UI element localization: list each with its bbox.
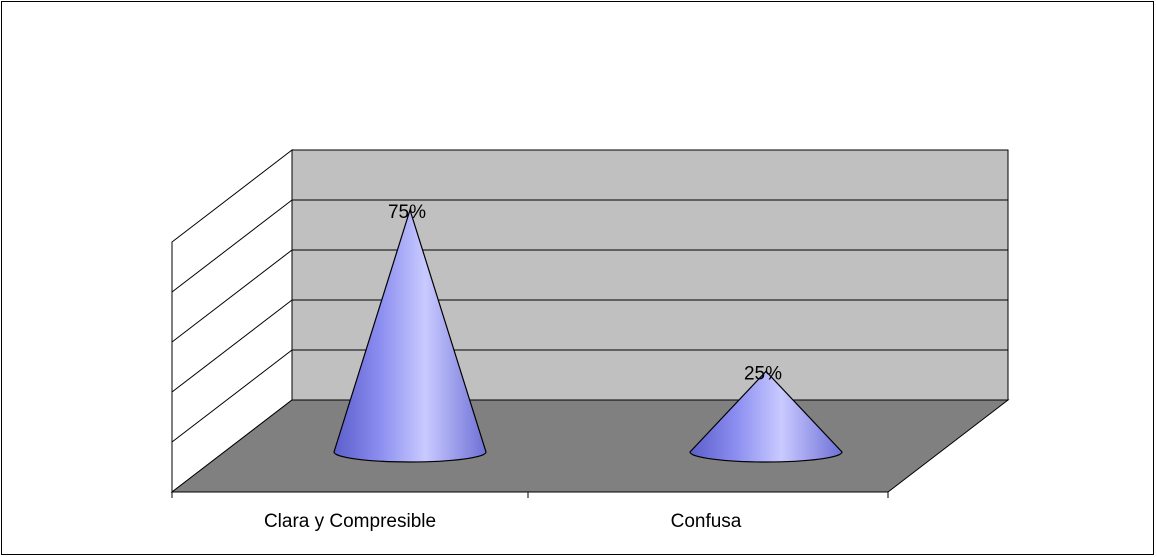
x-tick-label-clara: Clara y Compresible (264, 511, 436, 532)
floor (170, 399, 1010, 493)
gridline-side (171, 249, 293, 343)
cone-clara (333, 207, 487, 463)
value-label-clara: 75% (388, 202, 426, 223)
gridline-side (171, 199, 293, 293)
cone-confusa (689, 370, 843, 463)
value-label-confusa: 25% (744, 363, 782, 384)
x-tick-label-confusa: Confusa (671, 511, 742, 532)
gridline-side (171, 349, 293, 443)
gridline-side (171, 299, 293, 393)
x-ticks (171, 492, 889, 498)
cones (333, 207, 843, 463)
